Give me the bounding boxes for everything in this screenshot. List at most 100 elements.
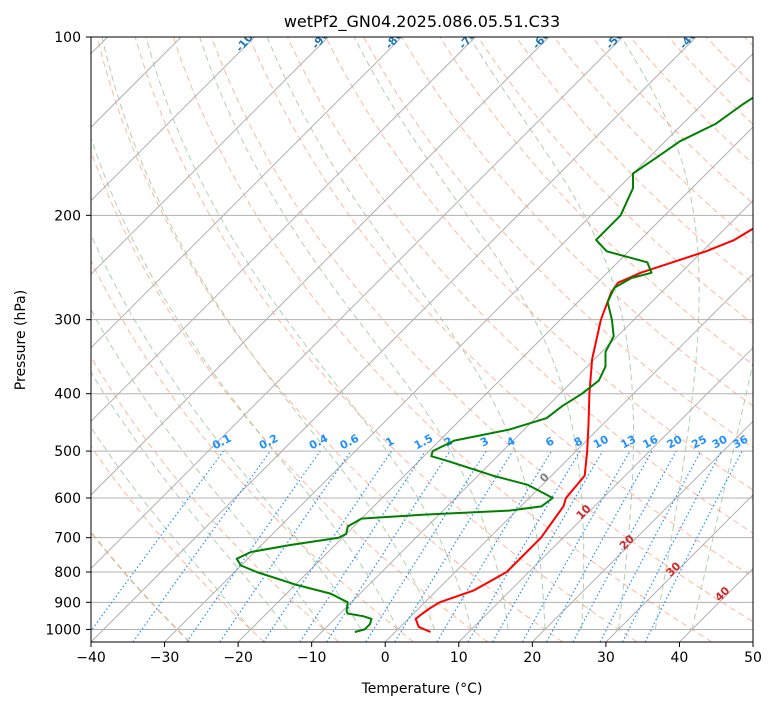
y-tick-label: 300: [54, 313, 81, 329]
x-tick-label: 10: [450, 650, 468, 666]
x-axis: −40 −30 −20 −10 0 10 20 30 40 50: [76, 642, 762, 666]
y-tick-label: 1000: [45, 622, 81, 638]
mixing-ratio-line: [644, 450, 743, 642]
isotherm-line: [458, 347, 753, 642]
x-tick-label: 30: [597, 650, 615, 666]
x-tick-label: 0: [381, 650, 390, 666]
moist-adiabat-line: [91, 136, 399, 630]
dry-adiabat-line: [553, 37, 753, 244]
isotherm-line: [752, 641, 753, 642]
y-tick-label: 200: [54, 208, 81, 224]
mixing-ratio-label: 25: [689, 433, 709, 452]
isotherm-label: -100: [233, 25, 261, 55]
moist-adiabat-line: [266, 37, 546, 630]
dry-adiabat-line: [515, 37, 753, 284]
temperature-label: 20: [617, 532, 637, 552]
dry-adiabat-line: [210, 37, 753, 623]
dewpoint-profile-line: [235, 96, 753, 633]
mixing-ratio-label: 36: [731, 433, 751, 452]
moist-adiabat-line: [691, 360, 753, 630]
isotherm-line: [91, 37, 697, 642]
mixing-ratio-line: [572, 450, 677, 642]
x-tick-label: −40: [76, 650, 106, 666]
temperature-profile-line: [414, 227, 753, 633]
isotherm-line: [531, 420, 753, 642]
moist-adiabat-line: [91, 426, 252, 630]
mixing-ratio-line: [436, 450, 553, 642]
mixing-ratio-label: 3: [478, 434, 491, 449]
y-axis: 100 200 300 400 500 600 700 800 900 1000: [45, 30, 91, 638]
dry-adiabat-line: [134, 37, 638, 642]
mixing-ratio-label: 8: [572, 434, 585, 449]
y-tick-label: 700: [54, 531, 81, 547]
dry-adiabat-line: [667, 37, 753, 126]
x-tick-label: 40: [671, 650, 689, 666]
mixing-ratio-line: [219, 450, 352, 642]
mixing-ratio-label: 16: [641, 433, 661, 452]
y-tick-label: 100: [54, 30, 81, 46]
x-tick-label: −10: [297, 650, 327, 666]
mixing-ratio-line: [521, 450, 631, 642]
dry-adiabat-line: [91, 356, 340, 642]
y-tick-label: 800: [54, 565, 81, 581]
dry-adiabat-line: [591, 37, 753, 204]
mixing-ratio-label: 1.5: [412, 432, 435, 453]
isotherm-line: [91, 37, 623, 570]
dry-adiabat-line: [91, 445, 265, 642]
moist-adiabat-line: [101, 37, 436, 630]
isotherm-line: [605, 494, 753, 642]
dry-adiabat-line: [91, 259, 414, 642]
y-tick-label: 600: [54, 491, 81, 507]
moist-adiabat-line: [91, 233, 362, 630]
chart-title: wetPf2_GN04.2025.086.05.51.C33: [284, 12, 560, 32]
x-axis-label: Temperature (°C): [361, 681, 483, 697]
x-tick-label: −30: [150, 650, 180, 666]
moist-adiabat-line: [91, 371, 288, 630]
moist-adiabat-line: [145, 37, 472, 630]
mixing-ratio-line: [365, 450, 487, 642]
mixing-ratio-line: [299, 450, 426, 642]
x-tick-label: 50: [744, 650, 762, 666]
isotherm-line: [384, 273, 753, 642]
mixing-ratio-line: [186, 450, 321, 642]
isotherm-line: [91, 37, 550, 496]
isotherm-line: [91, 37, 256, 202]
plot-frame: [90, 36, 754, 643]
mixing-ratio-label: 0.1: [210, 432, 233, 453]
temperature-label: 40: [712, 584, 732, 604]
mixing-ratio-line: [91, 450, 224, 632]
isotherm-line: [311, 199, 753, 642]
isotherm-label: -80: [383, 28, 406, 52]
y-axis-label: Pressure (hPa): [13, 290, 29, 390]
y-tick-label: 500: [54, 444, 81, 460]
isotherm-label: -30: [750, 28, 773, 52]
isotherm-line: [164, 52, 753, 642]
dry-adiabat-line: [744, 37, 753, 47]
moist-adiabat-line: [469, 37, 634, 630]
temperature-label: 30: [663, 559, 683, 579]
mixing-ratio-label: 10: [591, 433, 611, 452]
mixing-ratio-label: 6: [543, 434, 556, 449]
isotherm-line: [91, 37, 403, 349]
moist-adiabat-line: [353, 37, 585, 630]
dry-adiabat-line: [248, 37, 753, 578]
mixing-ratio-label: 13: [619, 433, 639, 452]
mixing-ratio-line: [394, 450, 514, 642]
dry-adiabat-line: [325, 37, 753, 491]
isotherm-line: [237, 126, 753, 642]
dry-adiabat-line: [91, 150, 489, 642]
dry-adiabat-line: [287, 37, 753, 534]
mixing-ratio-label: 0.2: [257, 432, 280, 453]
mixing-ratio-label: 0.4: [307, 432, 331, 453]
background-lines: [91, 37, 753, 642]
dry-adiabat-line: [96, 37, 563, 642]
x-tick-label: 20: [523, 650, 541, 666]
mixing-ratio-label: 20: [665, 433, 685, 452]
isotherm-label: -40: [677, 28, 700, 52]
mixing-ratio-line: [599, 450, 702, 642]
mixing-ratio-line: [132, 450, 271, 642]
isotherm-line: [679, 567, 753, 642]
y-tick-label: 900: [54, 595, 81, 611]
moist-adiabat-line: [199, 37, 509, 630]
isotherm-label: -90: [309, 28, 332, 52]
